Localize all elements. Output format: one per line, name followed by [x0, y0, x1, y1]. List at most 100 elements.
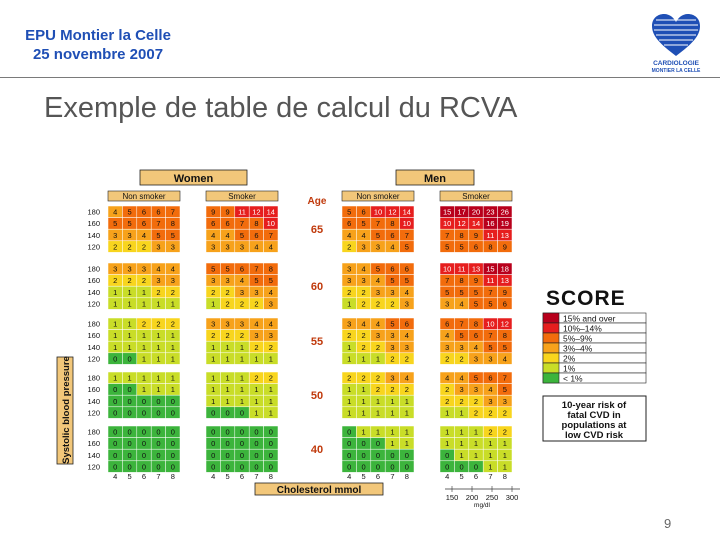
risk-value: 2 — [405, 354, 409, 363]
legend-label: 3%–4% — [563, 344, 593, 354]
risk-value: 0 — [128, 462, 132, 471]
risk-value: 3 — [460, 385, 464, 394]
risk-value: 0 — [254, 439, 258, 448]
risk-value: 1 — [474, 439, 478, 448]
risk-value: 9 — [503, 288, 507, 297]
logo-text1: CARDIOLOGIE — [653, 60, 700, 67]
risk-value: 14 — [267, 208, 275, 217]
risk-value: 0 — [240, 439, 244, 448]
risk-value: 5 — [474, 299, 478, 308]
risk-value: 6 — [362, 208, 366, 217]
risk-value: 1 — [240, 354, 244, 363]
risk-value: 4 — [503, 354, 507, 363]
mgdl-unit: mg/dl — [474, 502, 490, 509]
risk-value: 5 — [390, 276, 394, 285]
cholesterol-tick: 6 — [474, 472, 478, 481]
risk-value: 8 — [390, 219, 394, 228]
risk-value: 1 — [142, 343, 146, 352]
page-number: 9 — [664, 516, 672, 531]
logo-text2: MONTIER LA CELLE — [652, 68, 701, 74]
risk-value: 0 — [362, 439, 366, 448]
risk-value: 0 — [113, 385, 117, 394]
risk-value: 1 — [128, 299, 132, 308]
risk-value: 9 — [226, 208, 230, 217]
header-title: EPU Montier la Celle 25 novembre 2007 — [8, 26, 188, 64]
risk-value: 0 — [142, 397, 146, 406]
risk-value: 0 — [156, 462, 160, 471]
legend-swatch — [542, 322, 560, 334]
sbp-label: 180 — [87, 320, 100, 329]
risk-value: 1 — [362, 397, 366, 406]
risk-value: 2 — [445, 354, 449, 363]
risk-value: 4 — [240, 276, 244, 285]
sex-header-box — [395, 169, 475, 186]
risk-value: 4 — [405, 331, 409, 340]
risk-value: 0 — [142, 428, 146, 437]
risk-value: 3 — [226, 320, 230, 329]
risk-value: 3 — [390, 331, 394, 340]
risk-value: 1 — [390, 428, 394, 437]
risk-value: 8 — [171, 219, 175, 228]
risk-value: 3 — [226, 276, 230, 285]
risk-value: 1 — [113, 320, 117, 329]
risk-value: 11 — [487, 231, 495, 240]
risk-value: 1 — [488, 462, 492, 471]
cholesterol-tick: 7 — [488, 472, 492, 481]
risk-value: 0 — [362, 451, 366, 460]
risk-value: 1 — [390, 408, 394, 417]
risk-value: 5 — [240, 231, 244, 240]
risk-cell — [399, 460, 415, 473]
cholesterol-tick: 8 — [171, 472, 175, 481]
risk-value: 3 — [347, 276, 351, 285]
risk-value: 2 — [362, 299, 366, 308]
risk-value: 1 — [113, 288, 117, 297]
risk-value: 1 — [269, 408, 273, 417]
risk-value: 1 — [488, 439, 492, 448]
risk-value: 3 — [254, 288, 258, 297]
risk-value: 6 — [156, 208, 160, 217]
risk-value: 1 — [503, 439, 507, 448]
cholesterol-tick: 8 — [269, 472, 273, 481]
cholesterol-tick: 7 — [390, 472, 394, 481]
risk-value: 2 — [503, 428, 507, 437]
risk-value: 0 — [171, 397, 175, 406]
legend-label: 15% and over — [563, 314, 616, 324]
risk-value: 1 — [128, 343, 132, 352]
risk-value: 2 — [376, 374, 380, 383]
risk-value: 0 — [113, 408, 117, 417]
risk-value: 2 — [211, 288, 215, 297]
sex-header-label: Women — [174, 173, 214, 185]
risk-value: 3 — [211, 320, 215, 329]
risk-value: 7 — [503, 374, 507, 383]
risk-value: 8 — [269, 265, 273, 274]
risk-value: 0 — [142, 451, 146, 460]
risk-value: 5 — [376, 265, 380, 274]
risk-value: 1 — [347, 408, 351, 417]
age-header: Age — [308, 196, 327, 207]
risk-value: 0 — [171, 408, 175, 417]
sex-header-box — [139, 169, 248, 186]
risk-value: 6 — [474, 331, 478, 340]
risk-value: 3 — [445, 343, 449, 352]
risk-value: 0 — [269, 428, 273, 437]
risk-value: 3 — [240, 320, 244, 329]
risk-value: 9 — [503, 242, 507, 251]
risk-value: 0 — [128, 397, 132, 406]
risk-value: 0 — [128, 385, 132, 394]
risk-value: 1 — [142, 288, 146, 297]
risk-value: 1 — [113, 343, 117, 352]
risk-value: 5 — [376, 231, 380, 240]
risk-value: 2 — [113, 276, 117, 285]
risk-value: 2 — [376, 385, 380, 394]
risk-value: 1 — [128, 331, 132, 340]
risk-value: 1 — [142, 331, 146, 340]
risk-value: 0 — [460, 462, 464, 471]
risk-value: 0 — [156, 451, 160, 460]
note-line: 10-year risk of — [562, 400, 627, 411]
risk-value: 1 — [226, 343, 230, 352]
risk-value: 3 — [405, 299, 409, 308]
risk-value: 5 — [347, 208, 351, 217]
risk-value: 0 — [269, 439, 273, 448]
header-rule — [0, 77, 720, 78]
risk-value: 3 — [128, 231, 132, 240]
